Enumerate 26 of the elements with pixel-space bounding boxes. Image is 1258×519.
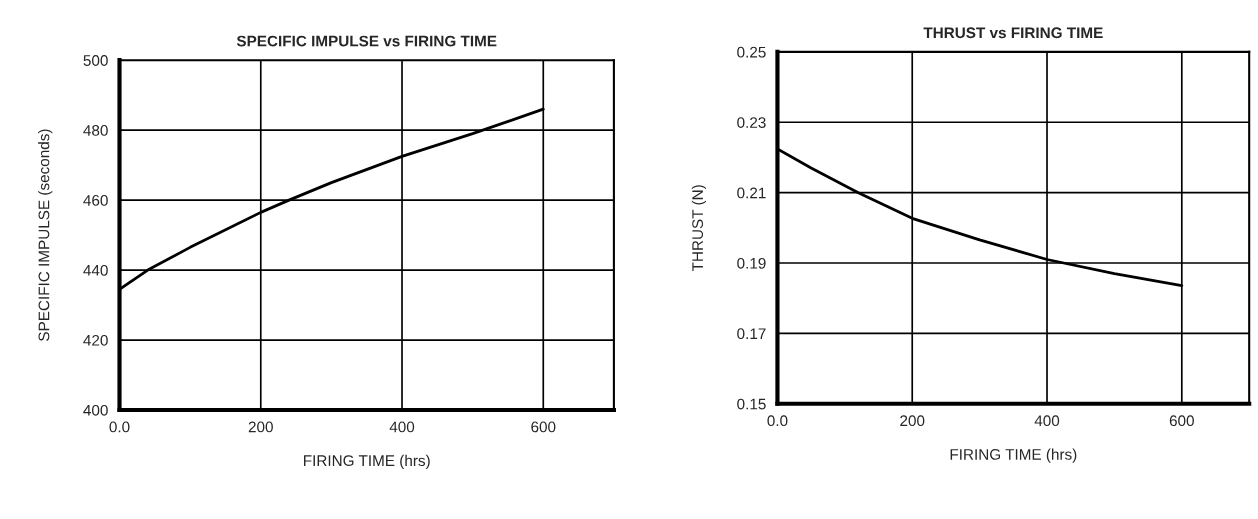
y-tick-label: 0.17 — [737, 328, 766, 340]
x-tick-label: 200 — [900, 415, 925, 427]
x-tick-label: 400 — [1034, 415, 1060, 427]
y-tick-label: 0.19 — [737, 257, 766, 269]
x-axis-title: FIRING TIME (hrs) — [950, 448, 1077, 463]
y-tick-label: 400 — [83, 404, 108, 416]
x-tick-label: 400 — [389, 421, 415, 433]
y-tick-label: 0.21 — [737, 187, 766, 199]
x-tick-label: 0.0 — [109, 421, 130, 433]
x-axis-title: FIRING TIME (hrs) — [304, 454, 430, 470]
x-tick-label: 600 — [531, 421, 556, 433]
y-tick-label: 0.15 — [737, 398, 766, 410]
y-tick-label: 0.25 — [737, 46, 766, 58]
x-tick-label: 600 — [1169, 415, 1194, 427]
x-tick-label: 200 — [248, 421, 273, 433]
chart-title: THRUST vs FIRING TIME — [923, 27, 1103, 39]
y-tick-label: 500 — [83, 55, 108, 66]
y-tick-label: 0.23 — [737, 117, 766, 128]
y-axis-title: SPECIFIC IMPULSE (seconds) — [38, 129, 53, 341]
y-tick-label: 480 — [83, 125, 108, 136]
y-tick-label: 420 — [83, 334, 108, 346]
y-tick-label: 440 — [83, 264, 108, 276]
x-tick-label: 0.0 — [767, 415, 788, 427]
y-tick-label: 460 — [83, 194, 108, 206]
chart-title: SPECIFIC IMPULSE vs FIRING TIME — [236, 35, 497, 47]
y-axis-title: THRUST (N) — [691, 185, 707, 272]
